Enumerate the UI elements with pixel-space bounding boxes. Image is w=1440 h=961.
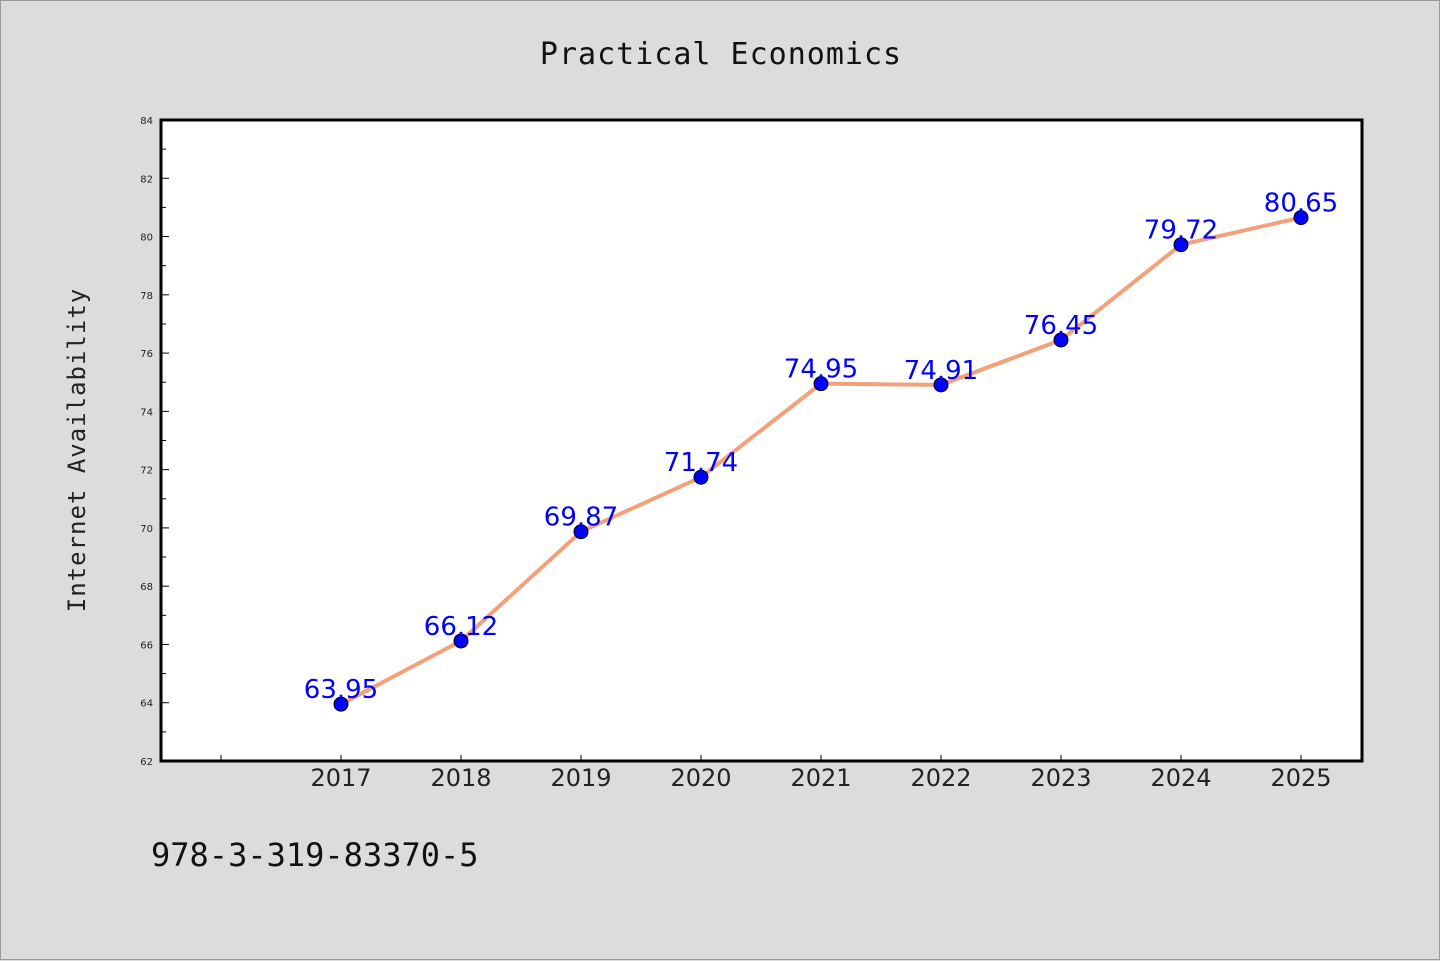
y-tick-label: 82 (140, 174, 153, 185)
y-tick-label: 70 (140, 524, 153, 535)
y-axis: 62 64 66 68 70 72 74 76 78 80 82 84 (140, 116, 169, 768)
data-point-label: 66.12 (424, 612, 498, 642)
data-point-label: 63.95 (304, 675, 378, 705)
isbn-text: 978-3-319-83370-5 (151, 836, 479, 874)
y-tick-label: 66 (140, 640, 153, 651)
y-tick-label: 68 (140, 582, 153, 593)
y-tick-label: 62 (140, 757, 153, 768)
chart-title: Practical Economics (540, 37, 902, 72)
data-point-marker (813, 376, 829, 392)
y-tick-label: 64 (140, 699, 153, 710)
data-point-label: 79.72 (1144, 216, 1218, 246)
x-tick-label: 2025 (1270, 764, 1331, 792)
data-point-marker (693, 469, 709, 485)
data-point-marker (1053, 332, 1069, 348)
data-point-marker (573, 524, 589, 540)
data-point-label: 76.45 (1024, 311, 1098, 341)
x-tick-label: 2023 (1030, 764, 1091, 792)
x-tick-label: 2024 (1150, 764, 1211, 792)
data-labels-group: 63.95 66.12 69.87 71.74 74.95 74.91 76.45 79.72… (304, 189, 1338, 706)
data-point-marker (1293, 210, 1309, 226)
data-point-marker (453, 633, 469, 649)
y-tick-label: 78 (140, 291, 153, 302)
data-point-marker (1173, 237, 1189, 253)
data-point-label: 74.95 (784, 355, 858, 385)
data-point-label: 71.74 (664, 448, 738, 478)
data-point-label: 74.91 (904, 356, 978, 386)
x-axis: 2017 2018 2019 2020 2021 2022 2023 2024 2025 (220, 755, 1332, 792)
data-point-marker (933, 377, 949, 393)
x-tick-label: 2022 (910, 764, 971, 792)
x-tick-label: 2021 (790, 764, 851, 792)
data-point-label: 80.65 (1264, 189, 1338, 219)
y-tick-label: 80 (140, 233, 153, 244)
markers-group (333, 210, 1309, 712)
y-axis-label: Internet Availability (63, 288, 91, 612)
x-tick-label: 2020 (670, 764, 731, 792)
y-tick-label: 72 (140, 466, 153, 477)
plot-area (159, 118, 1364, 763)
x-tick-label: 2019 (550, 764, 611, 792)
y-tick-label: 84 (140, 116, 153, 127)
data-point-marker (333, 696, 349, 712)
x-tick-label: 2017 (310, 764, 371, 792)
data-point-label: 69.87 (544, 503, 618, 533)
x-tick-label: 2018 (430, 764, 491, 792)
y-tick-label: 76 (140, 349, 153, 360)
y-tick-label: 74 (140, 407, 153, 418)
